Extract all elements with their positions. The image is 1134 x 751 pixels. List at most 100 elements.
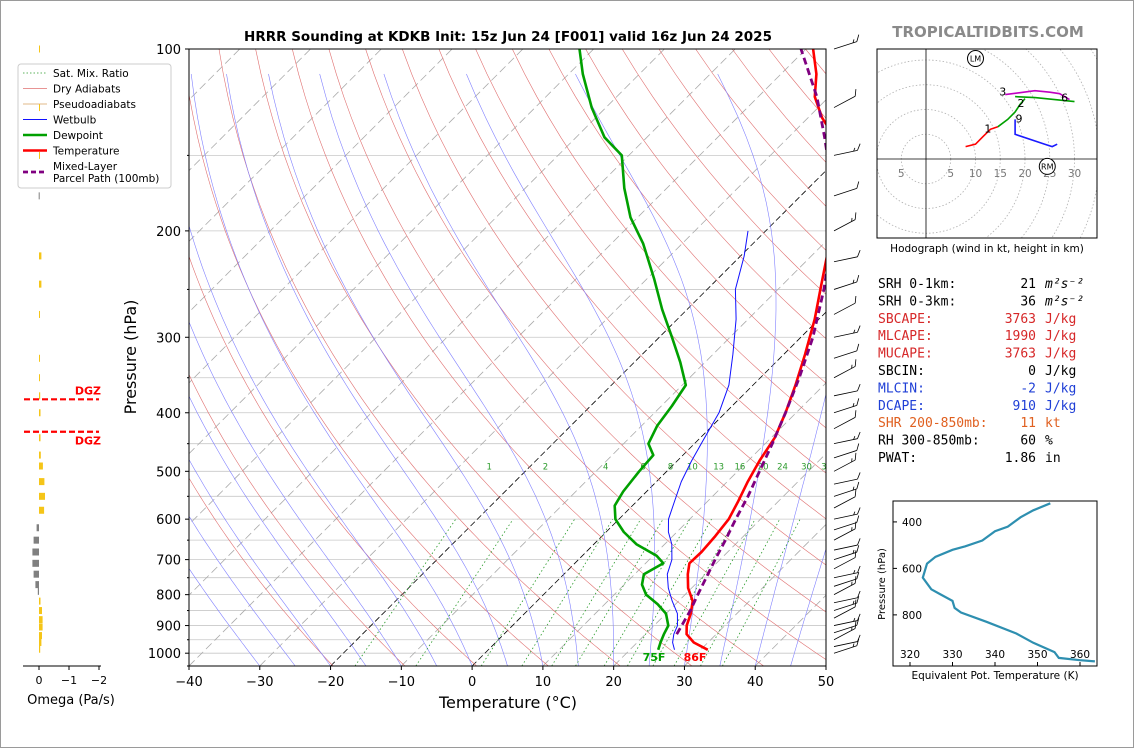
index-unit: kt (1045, 416, 1061, 431)
index-value: 1.86 (1005, 451, 1036, 466)
series-temperature (685, 49, 826, 651)
x-tick-label: 0 (468, 675, 476, 690)
wind-barb (833, 565, 861, 579)
wind-barb (833, 398, 860, 414)
omega-bar (39, 597, 41, 605)
isotherm-line (330, 169, 826, 666)
theta-e-x-tick-label: 340 (985, 649, 1005, 661)
legend-box (17, 63, 172, 189)
omega-bar (39, 607, 42, 615)
hodograph-trace (965, 126, 999, 148)
storm-motion-label: LM (970, 55, 981, 64)
wind-barb (833, 481, 860, 497)
wind-barb (833, 143, 861, 156)
y-axis-label: Pressure (hPa) (121, 300, 140, 415)
theta-e-y-tick-label: 600 (902, 563, 922, 575)
theta-e-plot-area (921, 502, 1095, 663)
x-tick-label: −10 (388, 675, 415, 690)
omega-bar (39, 645, 41, 653)
omega-bar (37, 587, 39, 595)
chart-title: HRRR Sounding at KDKB Init: 15z Jun 24 [… (244, 29, 772, 45)
mixing-ratio-line (652, 518, 736, 666)
dry-adiabat-line (475, 49, 826, 474)
dry-adiabat-line (218, 49, 621, 666)
wind-barbs (833, 34, 861, 654)
index-unit: m²s⁻² (1044, 294, 1084, 309)
dry-adiabat-line (189, 373, 406, 666)
dry-adiabat-line (292, 49, 764, 666)
x-tick-label: 30 (676, 675, 693, 690)
mixing-ratio-label: 1 (486, 462, 491, 472)
isotherm-line (259, 99, 826, 666)
isotherm-line (189, 49, 453, 313)
series-dewpoint (578, 49, 688, 651)
series-wetbulb (666, 230, 749, 650)
isotherm-line (613, 453, 826, 666)
theta-e-y-label: Pressure (hPa) (877, 548, 888, 620)
index-value: 21 (1020, 277, 1036, 292)
index-unit: J/kg (1045, 399, 1076, 414)
index-value: 0 (1028, 364, 1036, 379)
wind-barb (833, 295, 857, 315)
index-unit: J/kg (1045, 381, 1076, 396)
omega-panel: DGZ DGZ 0 −1 −2 Omega (Pa/s) (23, 45, 115, 708)
dry-adiabat-line (189, 92, 549, 666)
dry-adiabat-line (512, 49, 826, 429)
legend-label: Sat. Mix. Ratio (53, 68, 129, 80)
y-tick-label: 900 (156, 620, 181, 635)
omega-bar (39, 409, 41, 417)
mixing-ratio-line (603, 518, 691, 666)
hodograph-height-label: 3 (999, 86, 1006, 99)
omega-bar (39, 492, 45, 500)
wind-barb (833, 638, 860, 654)
dry-adiabat-line (365, 49, 826, 613)
mixing-ratio-line (521, 518, 614, 666)
wind-barb (833, 343, 860, 359)
hodograph-trace (1015, 95, 1075, 103)
omega-tick-label: 0 (36, 674, 43, 687)
storm-motion-marker (1038, 157, 1056, 175)
legend-label: Mixed-Layer (53, 161, 118, 173)
wind-barb (833, 452, 857, 472)
brand-watermark: TROPICALTIDBITS.COM (892, 23, 1084, 41)
hodograph-ring-label: 15 (994, 168, 1007, 180)
wind-barb (833, 596, 860, 611)
theta-e-x-tick-label: 320 (900, 649, 920, 661)
index-label: MLCIN: (878, 381, 925, 396)
hodograph-plot-area: 55101520253012369LMRM (877, 49, 1097, 238)
index-label: DCAPE: (878, 399, 925, 414)
dgz-label: DGZ (75, 384, 101, 397)
hodograph-frame (876, 48, 1098, 239)
omega-bar (39, 45, 40, 53)
pseudoadiabat-line (790, 548, 826, 666)
dgz-label: DGZ (75, 435, 101, 448)
hodograph-height-label: 9 (1016, 112, 1023, 125)
wind-barb (833, 550, 857, 570)
pseudoadiabat-line (575, 73, 708, 666)
index-label: SBCIN: (878, 364, 925, 379)
skew-t-axes: −40 −30 −20 −10 0 10 20 30 40 50 100 200 300 400 500 60… (148, 43, 834, 690)
hodograph-ring-label: 30 (1068, 168, 1081, 180)
pseudoadiabat-line (189, 395, 367, 666)
wind-barb (833, 521, 857, 541)
isotherm-line (684, 523, 826, 666)
mixing-ratio-label: 4 (603, 462, 608, 472)
wind-barb (833, 571, 860, 587)
index-unit: % (1045, 434, 1053, 449)
wind-barb (833, 274, 860, 290)
index-value: 60 (1020, 434, 1036, 449)
mixing-ratio-label: 16 (734, 462, 745, 472)
mixing-ratio-label: 30 (801, 462, 812, 472)
y-tick-label: 500 (156, 465, 181, 480)
pseudoadiabat-line (319, 73, 579, 666)
dry-adiabat-line (402, 49, 826, 566)
omega-bar (39, 632, 42, 640)
omega-bar (39, 280, 42, 288)
omega-bar (39, 392, 41, 400)
x-tick-label: 50 (818, 675, 835, 690)
wind-barb (833, 383, 861, 397)
omega-bar (38, 192, 40, 200)
mixing-ratio-label: 24 (777, 462, 788, 472)
